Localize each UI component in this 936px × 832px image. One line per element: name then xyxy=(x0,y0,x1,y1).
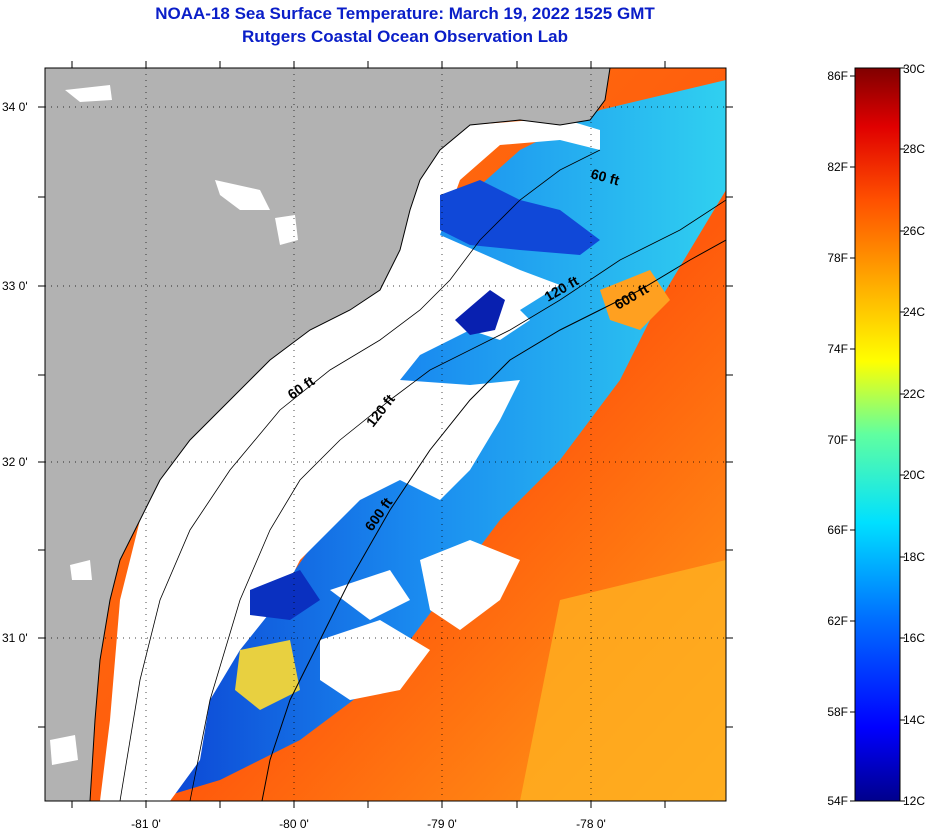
map-frame xyxy=(44,67,727,802)
colorbar-f-label-66: 66F xyxy=(827,523,848,537)
warm-spot-2 xyxy=(600,270,670,330)
colorbar-c-label-12: 12C xyxy=(903,794,925,808)
land-cloud-2 xyxy=(215,180,270,210)
colorbar-f-label-74: 74F xyxy=(827,342,848,356)
cloud-mask-patch-3 xyxy=(330,570,410,620)
graticule xyxy=(45,68,726,801)
lat-label-34: 34 0' xyxy=(2,100,28,114)
colorbar-c-label-18: 18C xyxy=(903,550,925,564)
lon-label-80: -80 0' xyxy=(279,817,309,831)
colorbar-f-label-62: 62F xyxy=(827,614,848,628)
lon-label-81: -81 0' xyxy=(131,817,161,831)
land-cloud-1 xyxy=(65,85,112,102)
cloud-mask-patch-2 xyxy=(320,620,430,700)
cloud-mask-inner xyxy=(100,118,600,801)
land-cloud-3 xyxy=(275,215,298,245)
land-mass xyxy=(45,68,610,801)
coastline xyxy=(89,68,611,801)
warm-spot-1 xyxy=(235,640,300,710)
colorbar-f-label-58: 58F xyxy=(827,705,848,719)
isobath-600ft xyxy=(261,239,726,801)
colorbar-ticks xyxy=(850,67,905,802)
colorbar-c-label-28: 28C xyxy=(903,142,925,156)
lat-label-33: 33 0' xyxy=(2,279,28,293)
colorbar-f-label-54: 54F xyxy=(827,794,848,808)
cold-spot-3 xyxy=(250,570,320,620)
cloud-mask-patch-1 xyxy=(420,540,520,630)
colorbar-c-label-14: 14C xyxy=(903,713,925,727)
colorbar-f-label-78: 78F xyxy=(827,251,848,265)
lon-label-78: -78 0' xyxy=(576,817,606,831)
colorbar-c-label-26: 26C xyxy=(903,224,925,238)
colorbar-c-label-24: 24C xyxy=(903,305,925,319)
cold-spot-2 xyxy=(440,180,600,255)
land-cloud-5 xyxy=(50,735,78,765)
isobath-label-60ft-north: 60 ft xyxy=(589,165,621,188)
map-panel: 60 ft 60 ft 120 ft 120 ft 600 ft 600 ft xyxy=(45,68,726,801)
colorbar-c-label-16: 16C xyxy=(903,631,925,645)
colorbar-f-label-82: 82F xyxy=(827,160,848,174)
colorbar-c-label-22: 22C xyxy=(903,387,925,401)
colorbar-c-label-20: 20C xyxy=(903,468,925,482)
lat-label-31: 31 0' xyxy=(2,631,28,645)
map-ticks xyxy=(38,61,733,808)
colorbar-f-label-70: 70F xyxy=(827,433,848,447)
figure-title: NOAA-18 Sea Surface Temperature: March 1… xyxy=(155,4,655,23)
isobath-120ft xyxy=(189,199,726,801)
figure-subtitle: Rutgers Coastal Ocean Observation Lab xyxy=(242,27,568,46)
land-cloud-4 xyxy=(70,560,92,580)
colorbar-c-label-30: 30C xyxy=(903,62,925,76)
isobath-60ft xyxy=(119,149,601,801)
colorbar-f-label-86: 86F xyxy=(827,69,848,83)
lon-label-79: -79 0' xyxy=(427,817,457,831)
lat-label-32: 32 0' xyxy=(2,455,28,469)
colorbar xyxy=(854,67,901,802)
cold-spot-1 xyxy=(455,290,505,335)
ocean-offshore-patch xyxy=(520,560,726,801)
